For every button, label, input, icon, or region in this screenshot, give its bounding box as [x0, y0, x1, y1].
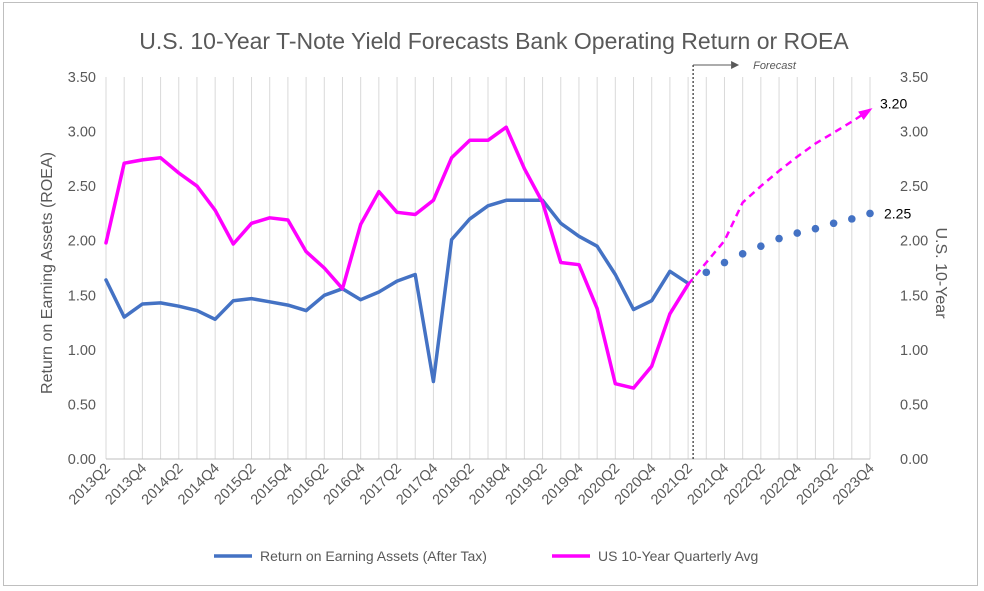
- roea-forecast-point: [738, 250, 747, 258]
- forecast-arrowhead: [731, 61, 740, 69]
- legend-label-us10y: US 10-Year Quarterly Avg: [598, 548, 758, 564]
- y-tick-label-left: 3.50: [68, 70, 96, 86]
- gridlines: [105, 77, 871, 459]
- us10y-forecast-arrowhead: [858, 108, 873, 120]
- y-tick-label-left: 1.50: [68, 288, 96, 304]
- y-tick-label-left: 2.50: [68, 179, 96, 195]
- legend: Return on Earning Assets (After Tax) US 1…: [214, 548, 758, 564]
- roea-series-line: [104, 198, 690, 384]
- roea-forecast-point: [720, 258, 729, 267]
- us10y-forecast-line: [687, 108, 871, 286]
- y-tick-label-right: 1.00: [900, 343, 928, 359]
- roea-forecast-point: [793, 229, 802, 237]
- roea-forecast-point: [702, 268, 711, 277]
- roea-forecast-point: [866, 209, 874, 218]
- y-tick-label-left: 0.00: [68, 452, 96, 468]
- chart-title: U.S. 10-Year T-Note Yield Forecasts Bank…: [139, 28, 849, 54]
- y-tick-label-right: 0.50: [900, 397, 928, 413]
- y-tick-label-left: 0.50: [68, 397, 96, 413]
- y-tick-label-right: 1.50: [900, 288, 928, 304]
- y-axis-label-left: Return on Earning Assets (ROEA): [39, 152, 56, 394]
- y-tick-label-right: 3.00: [900, 125, 928, 141]
- y-tick-label-right: 0.00: [900, 452, 928, 468]
- y-tick-label-right: 2.00: [900, 234, 928, 250]
- y-tick-label-left: 1.00: [68, 343, 96, 359]
- us10y-series-line: [104, 125, 690, 390]
- end-label-roea: 2.25: [884, 205, 911, 221]
- forecast-label: Forecast: [753, 60, 797, 72]
- roea-forecast-point: [775, 234, 783, 243]
- chart-svg: U.S. 10-Year T-Note Yield Forecasts Bank…: [39, 28, 949, 564]
- series-layer: [104, 125, 690, 390]
- y-tick-label-right: 3.50: [900, 70, 928, 86]
- y-tick-label-left: 2.00: [68, 234, 96, 250]
- end-label-us10y: 3.20: [880, 96, 907, 112]
- roea-forecast-point: [811, 224, 820, 233]
- y-tick-label-left: 3.00: [68, 125, 96, 141]
- y-tick-label-right: 2.50: [900, 179, 928, 195]
- roea-forecast-point: [829, 219, 838, 228]
- y-axis-label-right: U.S. 10-Year: [932, 227, 949, 319]
- forecast-layer: Forecast 3.20 2.25: [687, 60, 911, 459]
- chart-frame: U.S. 10-Year T-Note Yield Forecasts Bank…: [3, 2, 978, 586]
- legend-label-roea: Return on Earning Assets (After Tax): [260, 548, 487, 564]
- roea-forecast-point: [848, 215, 856, 223]
- roea-forecast-point: [757, 242, 765, 250]
